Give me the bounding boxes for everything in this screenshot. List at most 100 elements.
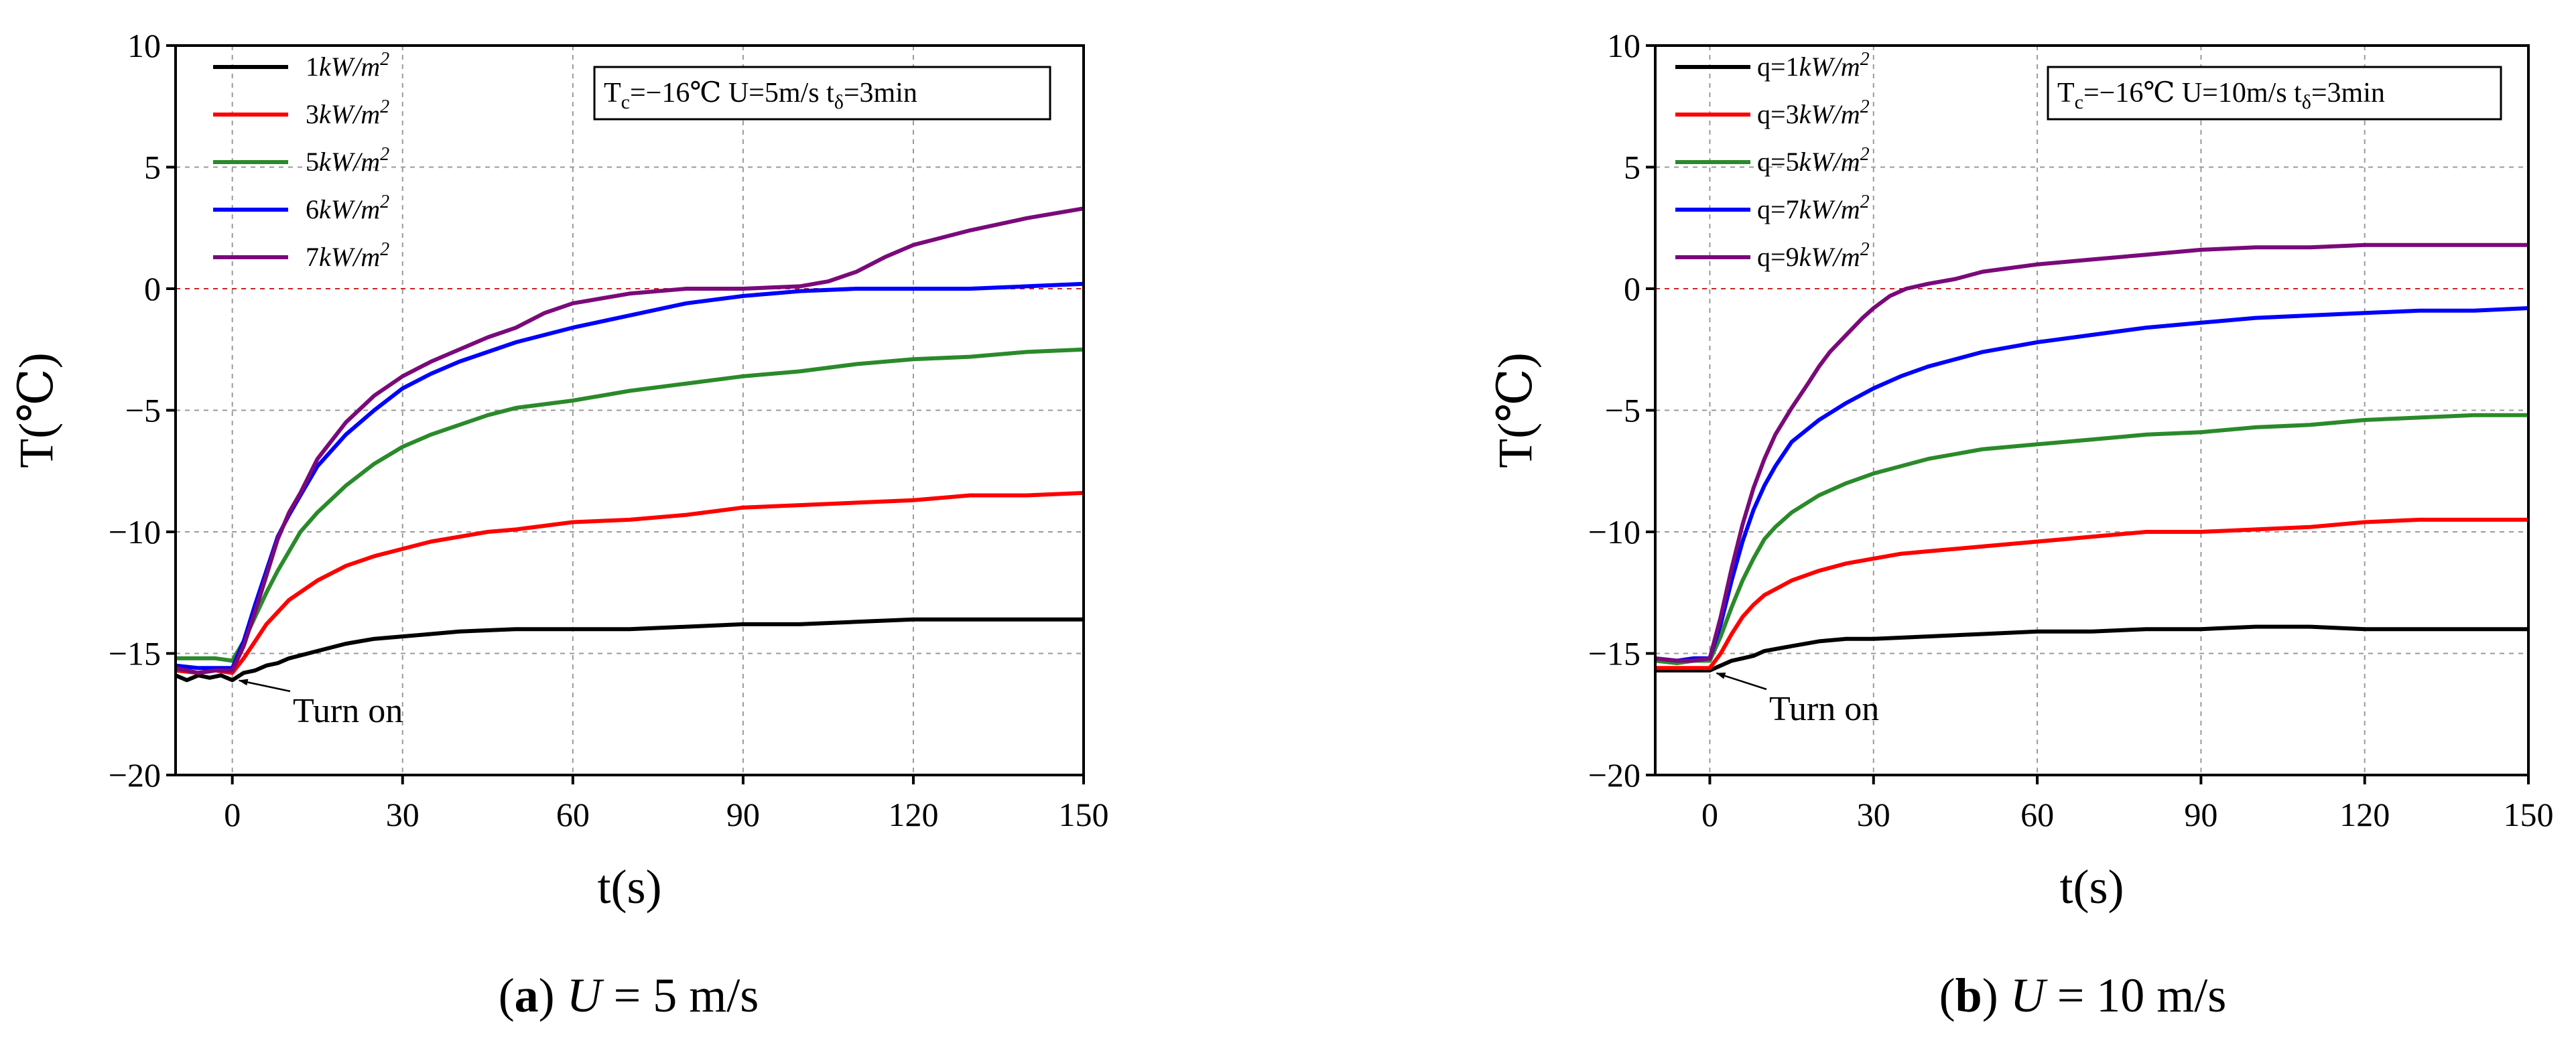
turn-on-annotation: Turn on — [293, 692, 403, 730]
condition-t-symbol: t — [826, 78, 834, 109]
legend-number: 9 — [1786, 242, 1799, 272]
legend-exponent: 2 — [380, 49, 389, 70]
legend-label-7: 7kW/m2 — [306, 239, 389, 272]
caption-equals: = — [2045, 969, 2097, 1022]
chart-panel-a: 0 30 60 90 120 150−20−15−10−50510t(s)T(℃)1kW/… — [9, 27, 1109, 1022]
conditions-text: Tc=−16℃ U=5m/s tδ=3min — [604, 78, 917, 113]
condition-tc-symbol: T — [2057, 78, 2075, 109]
legend-label-1: 1kW/m2 — [306, 49, 389, 82]
x-tick-label: 30 — [386, 796, 420, 833]
caption-open-paren: ( — [1939, 969, 1955, 1022]
series-line-1 — [176, 617, 1084, 683]
conditions-box — [2047, 66, 2502, 121]
x-tick-label: 60 — [556, 796, 590, 833]
condition-tc-subscript: c — [2075, 91, 2083, 113]
legend-label-7: q=7kW/m2 — [1757, 192, 1870, 224]
caption-close-paren: ) — [539, 969, 567, 1022]
y-tick-label: −10 — [1588, 513, 1640, 551]
condition-t-value: =3min — [2311, 78, 2385, 109]
series-lines — [1655, 242, 2528, 673]
legend-exponent: 2 — [1860, 144, 1870, 165]
y-tick-label: 10 — [1607, 27, 1640, 64]
condition-t-symbol: t — [2294, 78, 2302, 109]
legend-number: 5 — [1786, 147, 1799, 177]
x-tick-label: 90 — [2184, 796, 2217, 833]
legend-unit: kW/m — [1799, 242, 1860, 272]
legend-prefix: q= — [1757, 99, 1786, 129]
y-tick-label: −15 — [1588, 635, 1640, 673]
legend-number: 1 — [306, 52, 319, 82]
y-tick-label: −20 — [1588, 756, 1640, 794]
legend: q=1kW/m2q=3kW/m2q=5kW/m2q=7kW/m2q=9kW/m2 — [1675, 49, 1870, 272]
legend-unit: kW/m — [319, 52, 380, 82]
condition-tc-value: =−16℃ — [630, 78, 721, 109]
series-line-3 — [176, 490, 1084, 675]
caption-open-paren: ( — [499, 969, 515, 1022]
legend-unit: kW/m — [1799, 194, 1860, 224]
series-line-1 — [1655, 624, 2528, 673]
caption-close-paren: ) — [1982, 969, 2010, 1022]
y-tick-label: 5 — [1624, 149, 1640, 186]
y-tick-label: −10 — [109, 513, 161, 551]
x-tick-label: 0 — [224, 796, 241, 833]
y-tick-label: 0 — [144, 270, 161, 307]
legend-number: 1 — [1786, 52, 1799, 82]
x-tick-label: 150 — [1059, 796, 1109, 833]
legend-unit: kW/m — [319, 194, 380, 224]
series-line-7 — [1655, 306, 2528, 663]
turn-on-annotation: Turn on — [1769, 690, 1879, 728]
legend-number: 7 — [306, 242, 319, 272]
legend-label-1: q=1kW/m2 — [1757, 49, 1870, 82]
legend-prefix: q= — [1757, 52, 1786, 82]
x-axis-label: t(s) — [598, 860, 662, 914]
condition-t-value: =3min — [844, 78, 917, 109]
legend-unit: kW/m — [319, 99, 380, 129]
legend-exponent: 2 — [1860, 239, 1870, 260]
panel-caption: (a) U = 5 m/s — [499, 969, 759, 1022]
caption-unit: m/s — [2156, 969, 2226, 1022]
caption-panel-letter: b — [1955, 969, 1982, 1022]
x-tick-label: 150 — [2504, 796, 2554, 833]
series-line-9 — [1655, 242, 2528, 663]
legend-prefix: q= — [1757, 147, 1786, 177]
legend-exponent: 2 — [380, 144, 389, 165]
legend-label-3: q=3kW/m2 — [1757, 96, 1870, 129]
series-line-6 — [176, 281, 1084, 671]
y-tick-label: 0 — [1624, 270, 1640, 307]
turn-on-arrow — [238, 679, 291, 693]
series-line-3 — [1655, 517, 2528, 671]
series-line-5 — [1655, 413, 2528, 665]
x-tick-label: 120 — [888, 796, 938, 833]
legend-exponent: 2 — [1860, 49, 1870, 70]
y-tick-label: −20 — [109, 756, 161, 794]
y-tick-label: 10 — [127, 27, 161, 64]
caption-panel-letter: a — [515, 969, 539, 1022]
x-axis-label: t(s) — [2060, 860, 2124, 914]
legend-label-5: q=5kW/m2 — [1757, 144, 1870, 177]
legend-exponent: 2 — [380, 96, 389, 117]
conditions-text: Tc=−16℃ U=10m/s tδ=3min — [2057, 78, 2385, 113]
y-axis-label: T(℃) — [1488, 352, 1542, 468]
condition-tc-subscript: c — [621, 91, 630, 113]
legend-number: 7 — [1786, 194, 1799, 224]
legend-label-9: q=9kW/m2 — [1757, 239, 1870, 272]
legend-number: 6 — [306, 194, 319, 224]
condition-wind-speed: U=5m/s — [721, 78, 826, 109]
legend-exponent: 2 — [380, 239, 389, 260]
grid — [176, 46, 1084, 775]
series-line-5 — [176, 347, 1084, 663]
condition-tc-symbol: T — [604, 78, 621, 109]
x-tick-label: 120 — [2339, 796, 2390, 833]
x-tick-label: 60 — [2020, 796, 2054, 833]
y-tick-label: −15 — [109, 635, 161, 673]
series-line-7 — [176, 206, 1084, 675]
legend-unit: kW/m — [1799, 52, 1860, 82]
y-axis-label: T(℃) — [9, 352, 63, 468]
condition-t-subscript: δ — [2302, 91, 2311, 113]
legend-exponent: 2 — [380, 192, 389, 212]
conditions-box — [593, 66, 1051, 121]
x-tick-label: 90 — [726, 796, 760, 833]
legend-number: 5 — [306, 147, 319, 177]
